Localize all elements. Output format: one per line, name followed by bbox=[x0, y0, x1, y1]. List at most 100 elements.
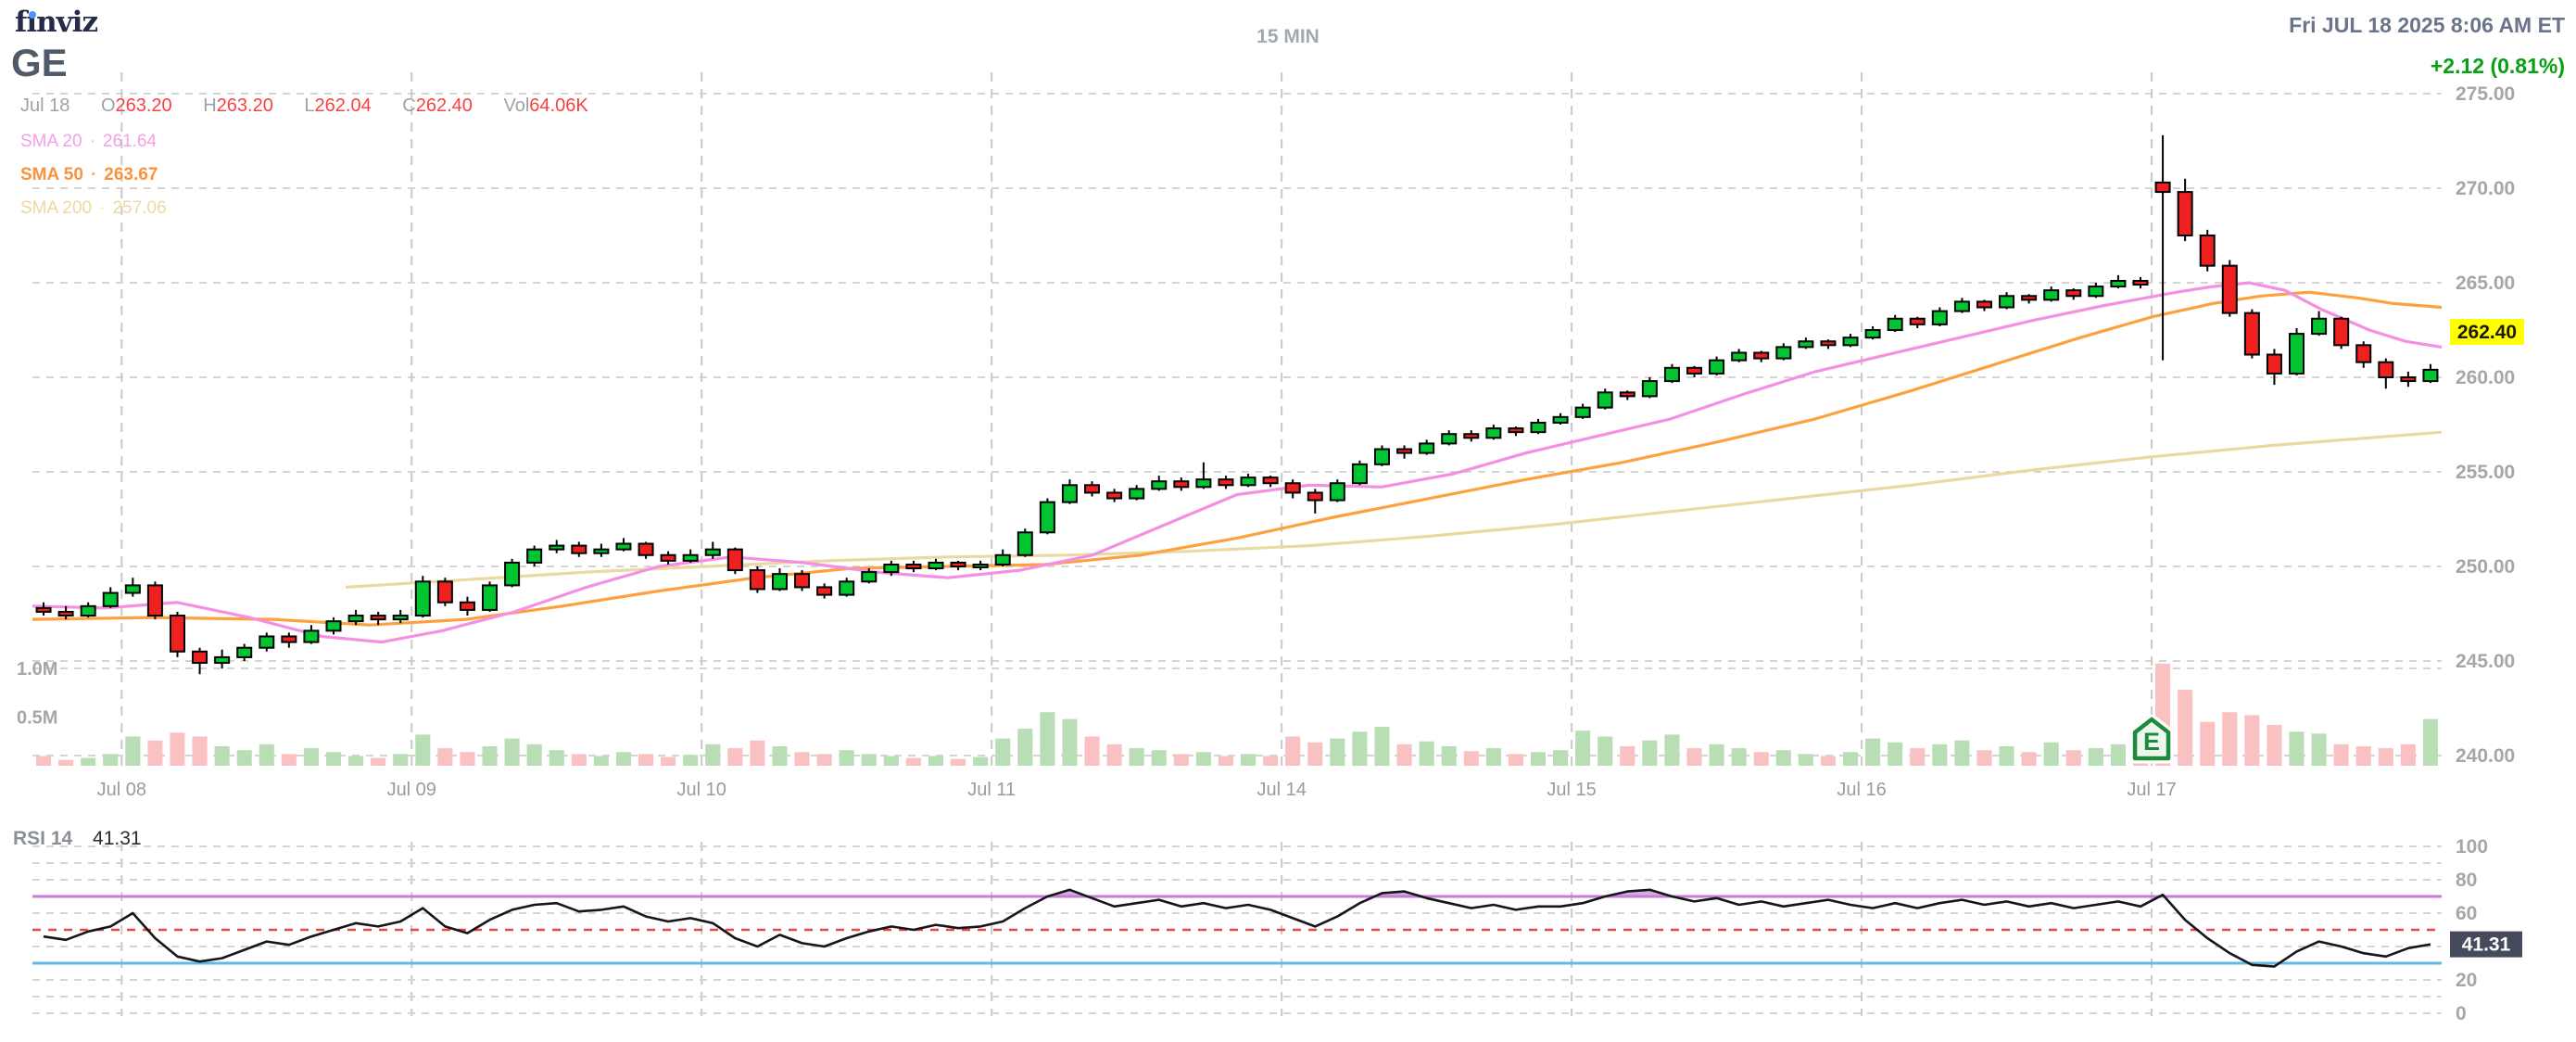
volume-bar bbox=[615, 752, 631, 766]
candle bbox=[726, 548, 743, 572]
sma50-line bbox=[32, 290, 2443, 627]
volume-bar bbox=[1374, 727, 1390, 766]
quote-date: Jul 18 bbox=[20, 95, 70, 116]
candle bbox=[2154, 181, 2171, 194]
candle bbox=[1597, 391, 1613, 409]
candle bbox=[794, 573, 811, 589]
candle bbox=[2289, 333, 2305, 375]
volume-bar bbox=[2088, 748, 2103, 766]
candle bbox=[1999, 295, 2015, 309]
rsi-line bbox=[43, 888, 2431, 968]
volume-bar bbox=[2311, 733, 2327, 766]
candle bbox=[972, 563, 989, 568]
candle bbox=[861, 571, 878, 583]
svg-text:1.0M: 1.0M bbox=[17, 659, 57, 680]
sma200-line bbox=[345, 430, 2443, 589]
candle bbox=[994, 553, 1011, 565]
volume-bar bbox=[393, 754, 409, 766]
volume-bar bbox=[839, 750, 854, 766]
candle bbox=[1842, 337, 1859, 347]
date-axis: Jul 08 Jul 09 Jul 10 Jul 11 Jul 14 Jul 15 Jul … bbox=[97, 780, 2177, 800]
svg-text:245.00: 245.00 bbox=[2456, 651, 2515, 672]
rsi-current-value: 41.31 bbox=[93, 828, 142, 849]
volume-bar bbox=[81, 757, 96, 766]
candle bbox=[35, 606, 52, 613]
volume-bar bbox=[1330, 738, 1345, 766]
volume-bar bbox=[2378, 748, 2393, 766]
candle bbox=[2065, 289, 2082, 298]
candle bbox=[1775, 346, 1792, 360]
candle bbox=[2333, 317, 2350, 347]
volume-bar bbox=[1285, 736, 1301, 766]
candle bbox=[459, 601, 475, 611]
sma-lines bbox=[32, 281, 2443, 644]
legend-sma200: SMA 200 · 257.06 bbox=[20, 198, 167, 218]
candle bbox=[1284, 482, 1301, 494]
svg-text:Jul 15: Jul 15 bbox=[1547, 780, 1596, 800]
candle bbox=[392, 615, 409, 621]
candle bbox=[660, 553, 676, 562]
volume-bar bbox=[661, 756, 676, 766]
candle bbox=[347, 615, 364, 623]
candle bbox=[615, 542, 632, 551]
candle bbox=[1686, 366, 1703, 375]
candle bbox=[883, 563, 900, 574]
finviz-logo[interactable]: fı nviz bbox=[15, 6, 98, 39]
logo-text: f bbox=[15, 6, 27, 39]
volume-bar bbox=[571, 754, 587, 766]
quote-datetime: Fri JUL 18 2025 8:06 AM ET bbox=[2289, 13, 2565, 37]
svg-text:41.31: 41.31 bbox=[2462, 934, 2511, 956]
candle bbox=[1931, 310, 1948, 325]
volume-bar bbox=[1129, 748, 1144, 766]
candle bbox=[549, 544, 565, 551]
volume-bar bbox=[415, 734, 431, 766]
volume-bar bbox=[1888, 742, 1903, 766]
current-price-badge: 262.40 bbox=[2450, 319, 2524, 346]
volume-bar bbox=[1731, 748, 1747, 766]
volume-bar bbox=[1195, 752, 1211, 766]
candle bbox=[1864, 329, 1881, 339]
candle bbox=[1061, 484, 1078, 503]
svg-text:255.00: 255.00 bbox=[2456, 462, 2515, 483]
candle bbox=[1463, 433, 1480, 439]
candle bbox=[1218, 478, 1234, 487]
candle bbox=[1351, 463, 1368, 485]
volume-bar bbox=[1017, 729, 1033, 766]
volume-bar bbox=[1352, 731, 1368, 766]
candle bbox=[146, 584, 163, 617]
volume-bar bbox=[2422, 718, 2438, 766]
volume-bar bbox=[1753, 752, 1769, 766]
legend-sma20: SMA 20 · 261.64 bbox=[20, 132, 157, 151]
candle bbox=[749, 569, 765, 591]
volume-bar bbox=[214, 746, 230, 766]
candle bbox=[1396, 448, 1413, 454]
candle bbox=[1173, 480, 1190, 489]
volume-bar bbox=[750, 740, 765, 766]
candle bbox=[1976, 300, 1992, 309]
volume-bar bbox=[1485, 748, 1501, 766]
svg-text:Jul 16: Jul 16 bbox=[1837, 780, 1886, 800]
candle bbox=[1731, 351, 1748, 362]
rsi-axis: 100 80 60 20 0 bbox=[2456, 836, 2488, 1024]
candle bbox=[1039, 501, 1055, 534]
candle bbox=[2132, 279, 2149, 286]
volume-bar bbox=[2065, 750, 2081, 766]
svg-text:265.00: 265.00 bbox=[2456, 273, 2515, 294]
ticker-symbol[interactable]: GE bbox=[11, 41, 68, 84]
candle bbox=[1240, 477, 1256, 487]
candle bbox=[1887, 317, 1903, 332]
candle bbox=[436, 580, 453, 604]
volume-bar bbox=[2222, 712, 2238, 766]
candle bbox=[2199, 235, 2216, 267]
candle bbox=[771, 573, 788, 591]
candle bbox=[303, 629, 320, 643]
volume-bar bbox=[772, 746, 788, 766]
volume-bar bbox=[482, 746, 498, 766]
svg-text:Jul 17: Jul 17 bbox=[2127, 780, 2176, 800]
svg-text:0: 0 bbox=[2456, 1003, 2467, 1024]
svg-text:Jul 09: Jul 09 bbox=[387, 780, 436, 800]
volume-bar bbox=[928, 756, 944, 766]
volume-bar bbox=[861, 754, 877, 766]
